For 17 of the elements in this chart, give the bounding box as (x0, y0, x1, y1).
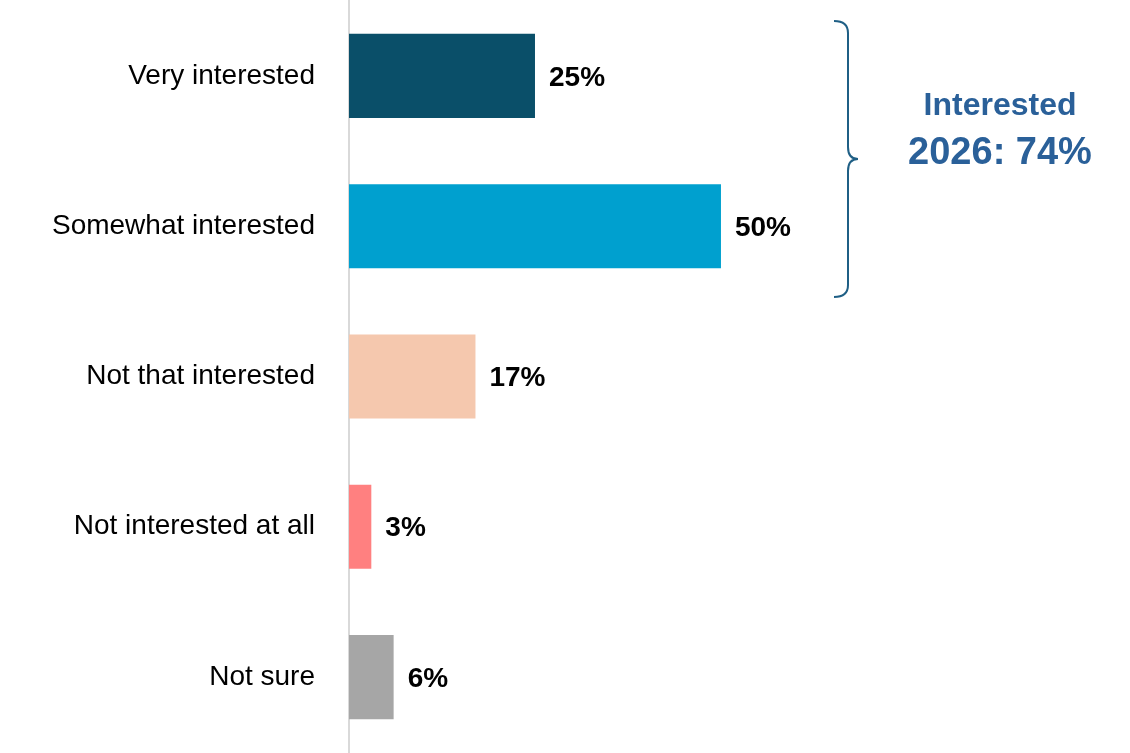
y-tick-label: Not interested at all (73, 509, 315, 541)
y-tick-label: Not that interested (86, 359, 315, 391)
bar (349, 33, 535, 119)
text: 2026: 74% (907, 129, 1093, 174)
text: Interested (922, 85, 1078, 124)
data-label: 17% (489, 361, 546, 393)
bar (349, 184, 721, 269)
data-label: 6% (407, 661, 449, 693)
bar (349, 334, 476, 419)
y-tick-label: Not sure (209, 659, 315, 691)
data-label: 3% (385, 511, 426, 543)
bar (349, 484, 372, 569)
data-label: 25% (548, 60, 606, 92)
bar (349, 634, 394, 720)
y-tick-label: Somewhat interested (51, 208, 315, 240)
y-tick-label: Very interested (128, 58, 315, 90)
data-label: 50% (734, 210, 792, 242)
